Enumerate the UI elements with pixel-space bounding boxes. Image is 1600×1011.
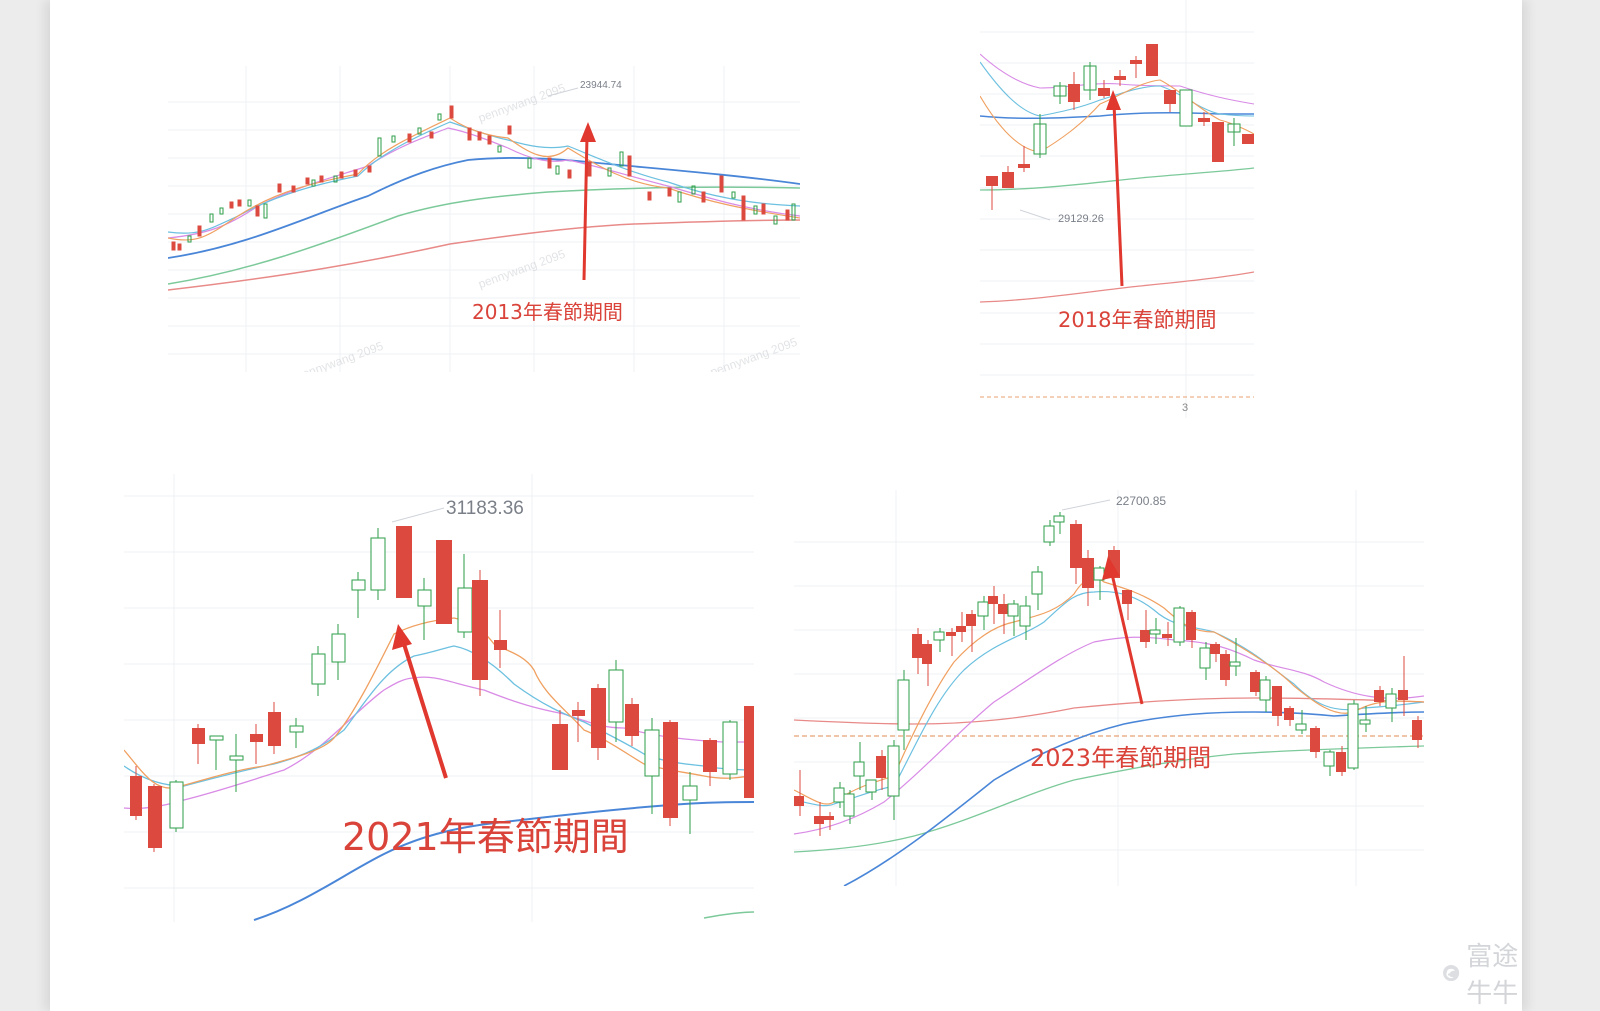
arrow-2023 bbox=[1102, 556, 1144, 705]
peak-label-2023: 22700.85 bbox=[1116, 494, 1167, 508]
futu-watermark: 富途牛牛 bbox=[1442, 936, 1522, 1010]
arrow-2018 bbox=[1106, 90, 1124, 287]
caption-2018: 2018年春節期間 bbox=[1058, 308, 1217, 332]
candlestick-chart-2021 bbox=[124, 474, 754, 922]
futu-logo-icon bbox=[1443, 964, 1460, 982]
candlestick-chart-2013 bbox=[168, 66, 800, 372]
candlestick-chart-2018 bbox=[980, 0, 1254, 418]
page: 23944.74 2013年春節期間 pennywang 2095 pennyw… bbox=[50, 0, 1522, 1011]
brand-text: 富途牛牛 bbox=[1466, 942, 1519, 1009]
chart-2023: 22700.85 2023年春節期間 bbox=[794, 490, 1424, 886]
chart-2013: 23944.74 2013年春節期間 pennywang 2095 pennyw… bbox=[168, 66, 800, 372]
peak-label-2021: 31183.36 bbox=[446, 498, 524, 519]
arrow-2021 bbox=[392, 624, 448, 779]
candlestick-chart-2023 bbox=[794, 490, 1424, 886]
caption-2021: 2021年春節期間 bbox=[342, 815, 629, 859]
caption-2023: 2023年春節期間 bbox=[1030, 744, 1212, 772]
chart-2021: 31183.36 2021年春節期間 bbox=[124, 474, 754, 922]
caption-2013: 2013年春節期間 bbox=[472, 300, 623, 324]
chart-2018: 29129.26 2018年春節期間 3 bbox=[980, 0, 1254, 418]
x-tick-2018: 3 bbox=[1182, 402, 1189, 414]
peak-label-2013: 23944.74 bbox=[580, 80, 622, 91]
arrow-2013 bbox=[580, 122, 596, 281]
trough-label-2018: 29129.26 bbox=[1058, 213, 1104, 225]
